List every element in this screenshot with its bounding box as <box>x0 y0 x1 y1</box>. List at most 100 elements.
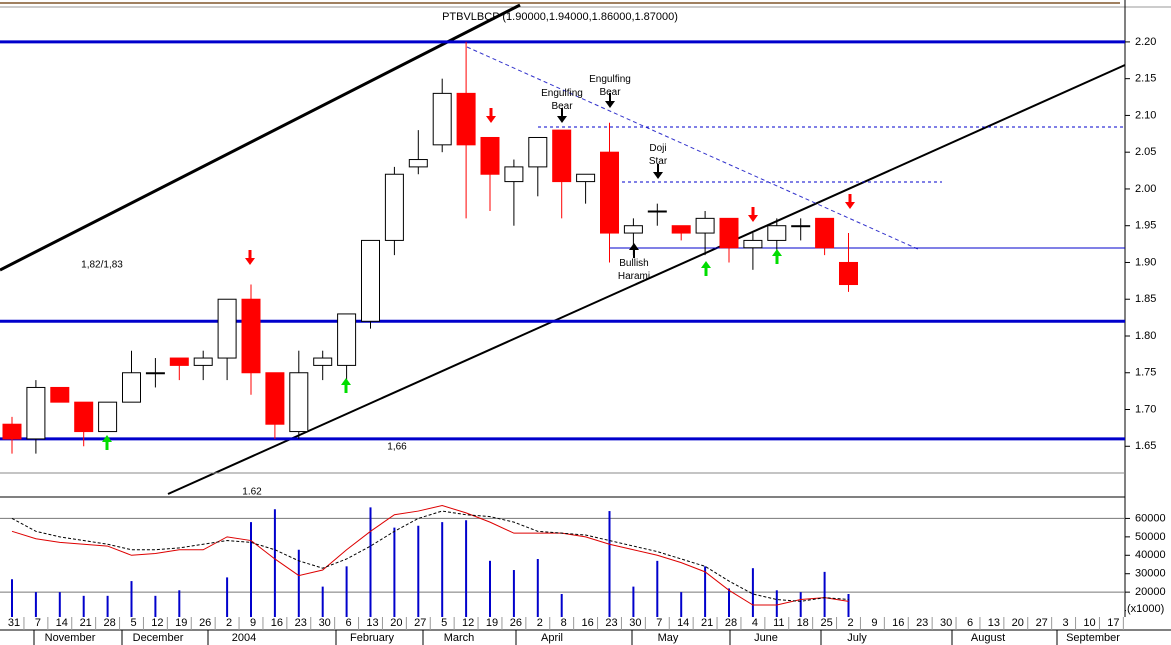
x-tick-label: 7 <box>656 617 662 629</box>
month-label: February <box>350 632 395 644</box>
signal-arrow-head <box>486 116 496 123</box>
y-tick-label: 2.00 <box>1135 183 1156 195</box>
x-tick-label: 8 <box>561 617 567 629</box>
x-tick-label: 19 <box>486 617 498 629</box>
annotation-line: Bear <box>599 87 621 98</box>
candle-body <box>408 159 428 168</box>
x-tick-label: 16 <box>271 617 283 629</box>
x-tick-label: 30 <box>629 617 641 629</box>
candle-body <box>313 357 333 366</box>
y-tick-label: 1.70 <box>1135 403 1156 415</box>
unit-label: (x1000) <box>1127 603 1164 615</box>
month-label: March <box>444 632 475 644</box>
candle-body <box>767 225 787 241</box>
y-tick-label: 2.20 <box>1135 36 1156 48</box>
x-tick-label: 27 <box>414 617 426 629</box>
candle-body <box>193 357 213 366</box>
y-tick-label: 30000 <box>1135 568 1166 580</box>
candle-body <box>145 372 165 375</box>
y-tick-label: 20000 <box>1135 586 1166 598</box>
candle-body <box>815 217 835 249</box>
month-label: June <box>754 632 778 644</box>
y-tick-label: 50000 <box>1135 531 1166 543</box>
x-tick-label: 23 <box>916 617 928 629</box>
candle-body <box>122 372 141 403</box>
candle-body <box>26 386 46 440</box>
candle-body <box>623 225 643 234</box>
candle-body <box>528 136 548 168</box>
month-label: November <box>45 632 96 644</box>
x-tick-label: 20 <box>1012 617 1024 629</box>
candle-body <box>600 151 619 234</box>
annotation-line: Bullish <box>619 258 648 269</box>
candle-body <box>337 313 357 366</box>
x-tick-label: 30 <box>940 617 952 629</box>
x-tick-label: 9 <box>250 617 256 629</box>
candle-body <box>265 372 285 425</box>
x-tick-label: 5 <box>130 617 136 629</box>
signal-arrow-head <box>748 215 758 222</box>
x-tick-label: 2 <box>537 617 543 629</box>
date-strip <box>0 617 1171 645</box>
month-label: August <box>971 632 1005 644</box>
x-tick-label: 13 <box>366 617 378 629</box>
x-tick-label: 12 <box>151 617 163 629</box>
annotation: 1,82/1,83 <box>81 260 123 271</box>
y-tick-label: 1.90 <box>1135 256 1156 268</box>
x-tick-label: 16 <box>581 617 593 629</box>
annotation-line: Harami <box>618 271 650 282</box>
month-label: May <box>658 632 679 644</box>
month-label: 2004 <box>232 632 256 644</box>
x-tick-label: 21 <box>701 617 713 629</box>
signal-arrow-head <box>653 172 663 179</box>
x-tick-label: 25 <box>820 617 832 629</box>
annotation: Engulfing Bear <box>541 88 583 112</box>
candle-body <box>552 129 572 183</box>
signal-arrow-head <box>629 243 639 250</box>
trend-line <box>466 46 921 251</box>
x-tick-label: 21 <box>80 617 92 629</box>
x-tick-label: 7 <box>35 617 41 629</box>
y-tick-label: 1.65 <box>1135 440 1156 452</box>
month-label: September <box>1066 632 1120 644</box>
y-tick-label: 1.75 <box>1135 367 1156 379</box>
candle-body <box>432 92 452 146</box>
signal-arrow-head <box>772 249 782 256</box>
trend-line <box>167 64 1126 495</box>
x-tick-label: 6 <box>967 617 973 629</box>
x-tick-label: 6 <box>346 617 352 629</box>
candle-body <box>671 225 691 234</box>
x-tick-label: 27 <box>1036 617 1048 629</box>
y-tick-label: 1.80 <box>1135 330 1156 342</box>
signal-arrow-head <box>557 116 567 123</box>
signal-arrow-head <box>341 378 351 385</box>
candle-body <box>289 372 309 433</box>
x-tick-label: 2 <box>226 617 232 629</box>
x-tick-label: 23 <box>605 617 617 629</box>
x-tick-label: 11 <box>773 617 784 629</box>
x-tick-label: 28 <box>725 617 737 629</box>
x-tick-label: 5 <box>441 617 447 629</box>
y-tick-label: 1.95 <box>1135 220 1156 232</box>
annotation: Bullish Harami <box>618 258 650 282</box>
volume-average <box>11 505 849 606</box>
signal-arrow-head <box>845 202 855 209</box>
y-tick-label: 2.15 <box>1135 73 1156 85</box>
annotation-line: Engulfing <box>589 74 631 85</box>
annotation-line: Engulfing <box>541 88 583 99</box>
candle-body <box>576 173 596 183</box>
candle-body <box>719 217 739 249</box>
candle-body <box>504 166 524 183</box>
candle-body <box>217 298 237 359</box>
x-tick-label: 3 <box>1063 617 1069 629</box>
volume-average <box>11 510 849 602</box>
x-tick-label: 30 <box>319 617 331 629</box>
y-tick-label: 40000 <box>1135 549 1166 561</box>
candle-body <box>169 357 189 366</box>
x-tick-label: 23 <box>295 617 307 629</box>
y-tick-label: 2.05 <box>1135 146 1156 158</box>
annotation: 1,66 <box>387 442 407 453</box>
candle-body <box>743 239 763 249</box>
candle-body <box>839 261 858 286</box>
